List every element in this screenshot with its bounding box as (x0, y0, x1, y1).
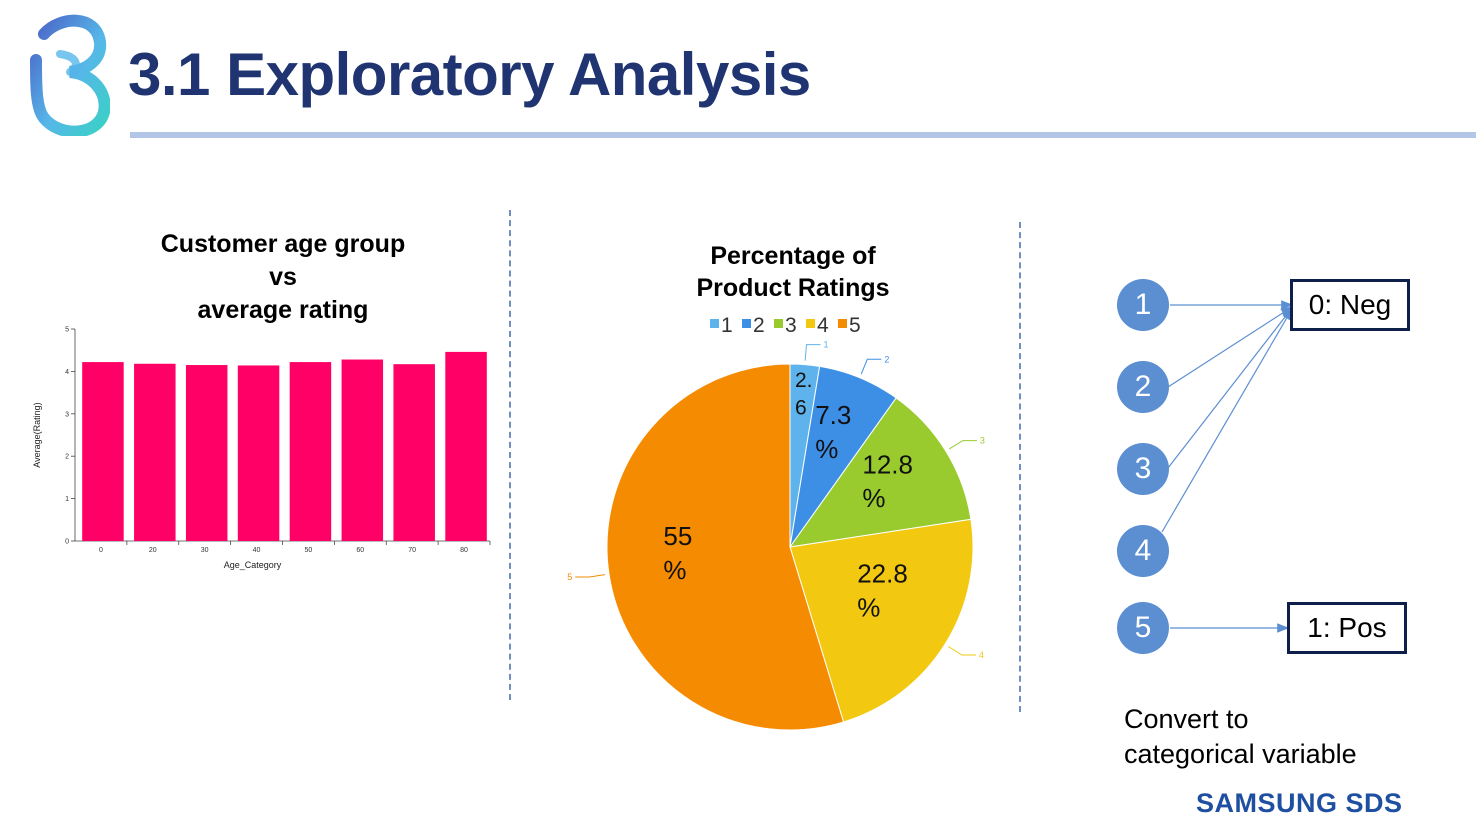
pie-data-label-line: 55 (663, 521, 692, 551)
pie-category-label: 1 (823, 340, 828, 350)
pie-leader-line (948, 440, 977, 450)
mapping-arrows (1161, 300, 1294, 633)
pie-leader-line (860, 358, 882, 375)
b-swirl-logo-icon (30, 14, 110, 136)
bar (445, 351, 487, 541)
bar-x-axis-label: Age_Category (224, 560, 282, 570)
arrow-3-to-neg (1167, 307, 1293, 469)
bar-x-tick-label: 60 (356, 547, 364, 554)
bar-y-tick-label: 2 (65, 454, 69, 461)
bar-y-tick-label: 3 (65, 411, 69, 418)
bar-x-tick-label: 20 (149, 547, 157, 554)
pie-leader-line (948, 646, 976, 656)
bar-title-line-3: average rating (197, 296, 369, 324)
neg-label-box: 0: Neg (1290, 279, 1410, 331)
bar-y-tick-label: 5 (65, 327, 69, 334)
pie-legend-label: 3 (785, 314, 797, 337)
pie-data-label-line: % (663, 555, 686, 585)
pie-legend-swatch (806, 319, 815, 328)
convert-note-line-1: Convert to (1124, 704, 1249, 734)
pie-legend-label: 1 (721, 314, 733, 337)
pie-slice (606, 363, 845, 731)
bar (393, 364, 435, 541)
divider-left (509, 210, 511, 700)
pie-legend-swatch (774, 319, 783, 328)
pie-category-label: 5 (567, 572, 572, 582)
bar-x-tick-label: 40 (253, 547, 261, 554)
bar (289, 362, 332, 541)
pie-data-label-line: % (862, 483, 885, 513)
pos-label-box: 1: Pos (1287, 602, 1407, 654)
page-title: 3.1 Exploratory Analysis (128, 41, 811, 108)
rating-circle-5: 5 (1117, 602, 1169, 654)
pie-leader-line (804, 344, 821, 361)
bar-y-tick-label: 4 (65, 369, 69, 376)
pie-title-line-2: Product Ratings (696, 274, 890, 302)
bar-x-tick-label: 30 (201, 547, 209, 554)
bar (341, 359, 384, 541)
rating-circle-3: 3 (1117, 443, 1169, 495)
pie-legend-swatch (838, 319, 847, 328)
bar-y-tick-label: 0 (65, 539, 69, 546)
bar (134, 363, 176, 541)
rating-circle-4: 4 (1117, 525, 1169, 577)
bar-y-axis-label: Average(Rating) (32, 402, 42, 467)
arrow-2-to-neg (1167, 306, 1294, 388)
bar-title-line-2: vs (269, 263, 297, 291)
pie-data-label: 12.8% (862, 449, 913, 513)
pie-chart-title: Percentage of Product Ratings (640, 240, 946, 304)
bar (237, 365, 280, 541)
pie-data-label-line: 7.3 (815, 400, 851, 430)
pie-data-label: 2. 6 (795, 369, 813, 419)
pie-data-label-line: 22.8 (857, 559, 908, 589)
pie-data-label-line: % (815, 434, 838, 464)
pie-legend-swatch (710, 319, 719, 328)
pie-data-label-line: 12.8 (862, 449, 913, 479)
pie-legend-label: 4 (817, 314, 829, 337)
pie-data-label-line: 2. (795, 369, 813, 392)
pie-legend-label: 5 (849, 314, 861, 337)
rating-circle-2: 2 (1117, 361, 1169, 413)
bar-chart-title: Customer age group vs average rating (120, 228, 446, 327)
convert-note: Convert to categorical variable (1124, 702, 1357, 772)
bar-x-tick-label: 80 (460, 547, 468, 554)
convert-note-line-2: categorical variable (1124, 739, 1357, 769)
bar (82, 362, 124, 541)
bar-x-tick-label: 0 (99, 547, 103, 554)
bar-title-line-1: Customer age group (160, 230, 406, 258)
pie-chart: 1 2 3 4 512. 627.3% 312.8 %422.8 %555% (567, 314, 985, 731)
rating-circle-1: 1 (1117, 279, 1169, 331)
pie-legend-swatch (742, 319, 751, 328)
pie-title-line-1: Percentage of (710, 242, 876, 270)
pie-slice (789, 518, 974, 723)
pie-data-label: 7.3% (815, 400, 851, 464)
title-rule (130, 132, 1476, 138)
divider-right (1019, 222, 1021, 712)
arrow-4-to-neg (1161, 307, 1293, 533)
bar (185, 365, 228, 541)
brand-logo: SAMSUNG SDS (1196, 788, 1403, 818)
bar-x-tick-label: 70 (408, 547, 416, 554)
pie-data-label: 22.8% (857, 559, 908, 623)
bar-x-tick-label: 50 (305, 547, 313, 554)
bar-y-tick-label: 1 (65, 496, 69, 503)
pie-category-label: 4 (979, 650, 984, 660)
pie-slice (788, 397, 972, 548)
pie-data-label-line: 6 (795, 396, 807, 419)
pie-data-label: 55% (663, 521, 692, 585)
pie-data-label-line: % (857, 592, 880, 622)
pie-category-label: 3 (980, 436, 985, 446)
pie-category-label: 2 (884, 354, 889, 364)
pie-leader-line (575, 574, 606, 578)
pie-legend-label: 2 (753, 314, 765, 337)
